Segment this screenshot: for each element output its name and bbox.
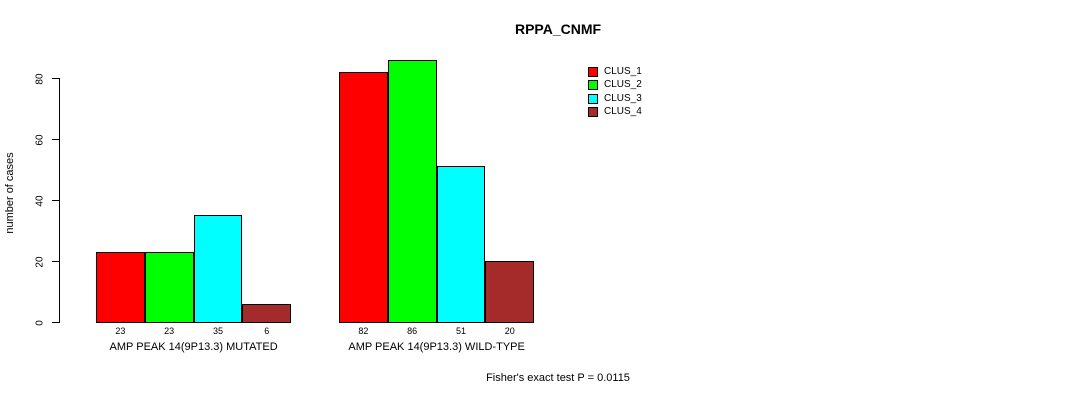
legend-item: CLUS_1	[588, 66, 642, 78]
bar-value-label: 20	[504, 326, 515, 336]
chart-title: RPPA_CNMF	[514, 21, 602, 37]
bar	[485, 261, 535, 323]
legend-item: CLUS_4	[588, 106, 642, 118]
bar-value-label: 86	[407, 326, 418, 336]
legend-item: CLUS_3	[588, 93, 642, 105]
y-tick-label: 80	[34, 72, 46, 85]
y-tick-label: 40	[34, 194, 46, 207]
y-tick-label: 0	[34, 319, 46, 326]
bar-value-label: 6	[264, 326, 270, 336]
bar-value-label: 23	[115, 326, 126, 336]
legend-item: CLUS_2	[588, 79, 642, 91]
legend-swatch	[588, 80, 598, 91]
y-tick-mark	[52, 261, 59, 262]
bar-value-label: 51	[455, 326, 467, 336]
group-label: AMP PEAK 14(9P13.3) WILD-TYPE	[348, 341, 525, 353]
bar	[436, 166, 486, 323]
legend-label: CLUS_4	[604, 105, 642, 117]
legend: CLUS_1 CLUS_2 CLUS_3 CLUS_4	[588, 66, 642, 119]
y-tick-mark	[52, 139, 59, 140]
y-tick-mark	[52, 78, 59, 79]
bar	[242, 304, 292, 323]
legend-label: CLUS_3	[604, 92, 642, 104]
legend-swatch	[588, 67, 598, 77]
y-tick-mark	[52, 322, 59, 323]
bar	[144, 252, 194, 323]
legend-swatch	[588, 106, 598, 117]
y-tick-label: 20	[34, 255, 46, 268]
y-tick-mark	[52, 200, 59, 201]
annotation-text: Fisher's exact test P = 0.0115	[486, 372, 630, 384]
legend-swatch	[588, 93, 598, 104]
y-tick-label: 60	[34, 133, 46, 146]
bar-value-label: 23	[164, 326, 175, 336]
bar-value-label: 82	[358, 326, 369, 336]
bar	[193, 215, 243, 323]
bar	[339, 72, 388, 323]
legend-label: CLUS_1	[604, 66, 642, 77]
y-axis-line	[59, 78, 60, 323]
bar	[96, 252, 145, 323]
bar	[387, 60, 437, 323]
group-label: AMP PEAK 14(9P13.3) MUTATED	[109, 341, 278, 353]
legend-label: CLUS_2	[604, 79, 642, 91]
bar-value-label: 35	[212, 326, 224, 336]
